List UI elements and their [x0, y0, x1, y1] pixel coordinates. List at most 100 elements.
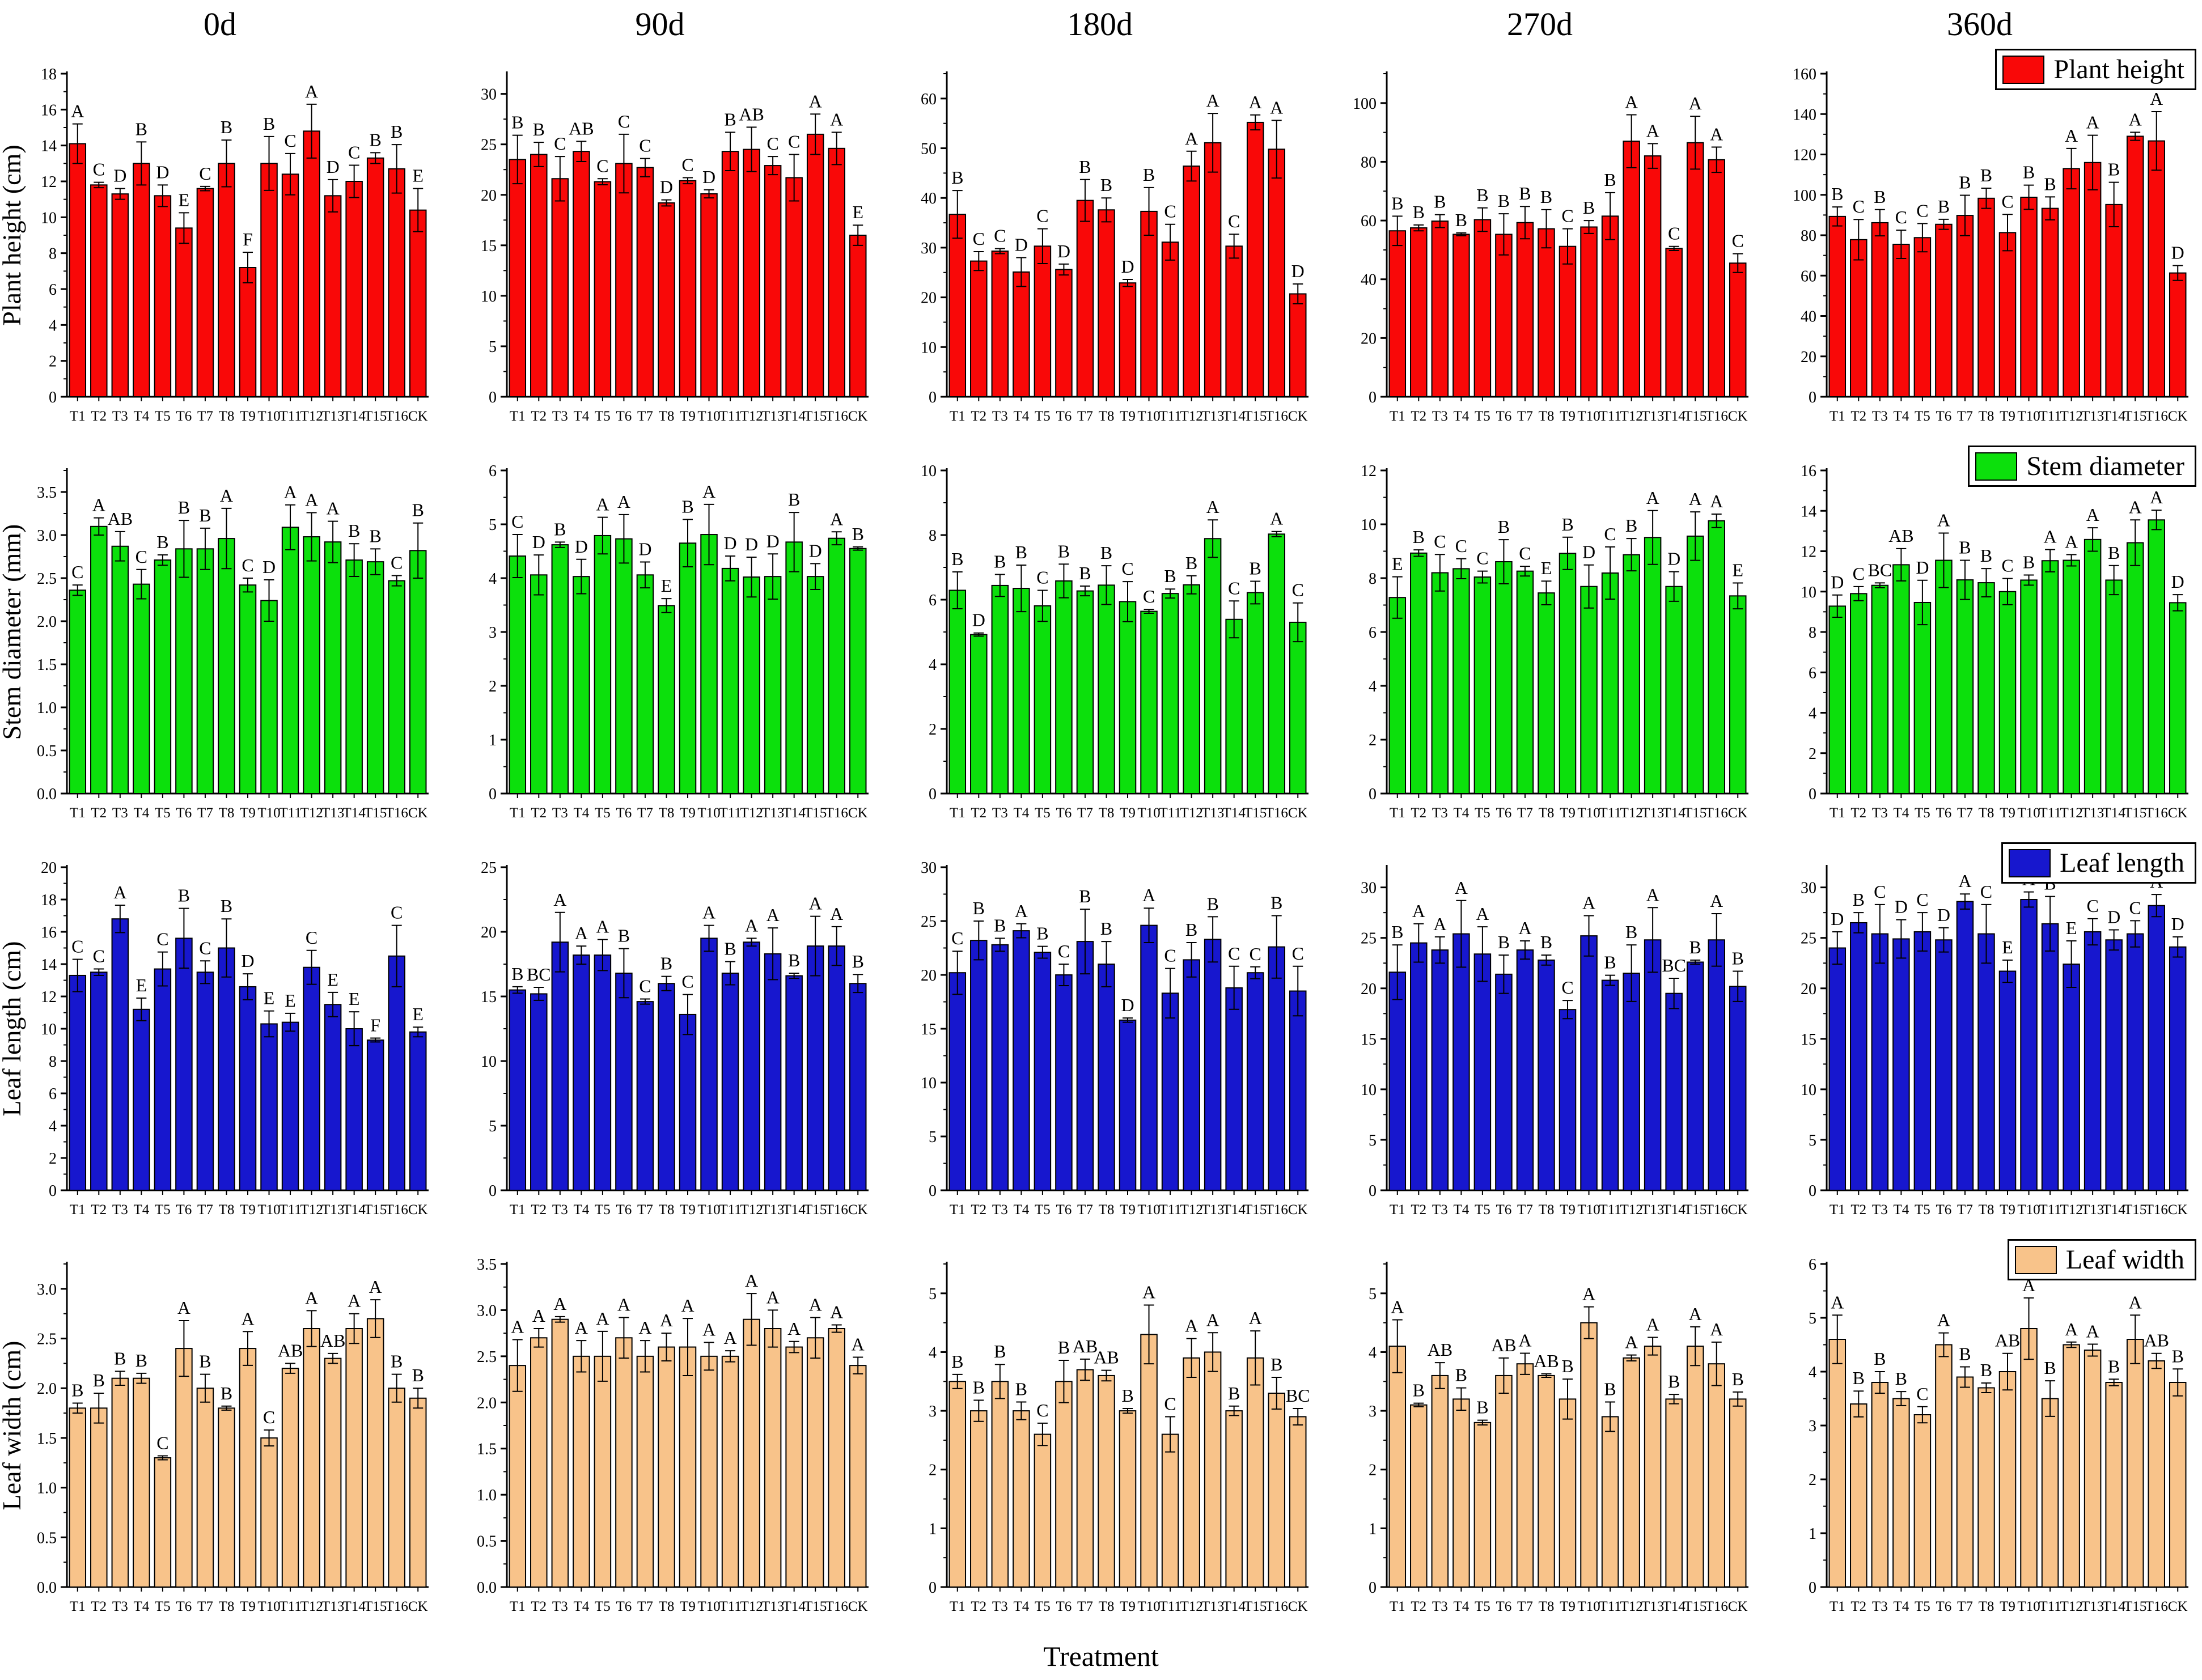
bar-chart-plant-height-180d: 0 10 20 30 40 50 60 B T1 C T2 C T3 D T4 C T5 D T6 B T7 B T8 D T9… — [921, 71, 1309, 424]
sig-letter-T14: C — [1228, 578, 1240, 598]
sig-letter-T1: A — [1391, 1296, 1404, 1317]
x-tick-label-T14: T14 — [1663, 1599, 1686, 1614]
sig-letter-T9: E — [2002, 937, 2013, 957]
x-tick-label-T14: T14 — [2103, 409, 2126, 424]
sig-letter-T14: B — [788, 950, 800, 970]
x-tick-label-T5: T5 — [1915, 1202, 1930, 1217]
bar-T11 — [2041, 1398, 2059, 1588]
svg-text:30: 30 — [481, 86, 497, 104]
bar-T10 — [2020, 899, 2038, 1191]
bar-T15 — [2126, 135, 2144, 397]
bar-T3 — [551, 178, 569, 397]
sig-letter-T7: AB — [1073, 1336, 1098, 1356]
svg-text:4: 4 — [49, 317, 57, 334]
x-tick-label-T4: T4 — [573, 805, 589, 821]
x-tick-label-T14: T14 — [783, 1599, 806, 1614]
bar-T7 — [196, 1388, 214, 1588]
x-tick-label-T5: T5 — [1035, 409, 1051, 424]
sig-letter-T4: B — [1455, 1365, 1467, 1385]
sig-letter-T7: B — [1959, 1343, 1971, 1364]
sig-letter-T12: B — [1625, 515, 1637, 536]
x-tick-label-T12: T12 — [1620, 409, 1642, 424]
x-tick-label-T13: T13 — [1641, 1202, 1664, 1217]
x-tick-label-T3: T3 — [1872, 409, 1888, 424]
bar-T16 — [388, 1388, 405, 1588]
x-tick-label-T4: T4 — [1453, 805, 1469, 821]
x-tick-label-T9: T9 — [1120, 1202, 1136, 1217]
x-tick-label-T13: T13 — [1201, 1599, 1224, 1614]
sig-letter-T1: C — [951, 928, 963, 948]
x-tick-label-T13: T13 — [2081, 805, 2104, 821]
sig-letter-T1: A — [511, 1317, 524, 1337]
bar-T14 — [1665, 586, 1683, 794]
sig-letter-T8: B — [1540, 186, 1552, 207]
sig-letter-T16: A — [1710, 124, 1723, 145]
bar-T5 — [1473, 953, 1492, 1191]
x-tick-label-T6: T6 — [1496, 805, 1512, 821]
sig-letter-T12: AB — [739, 104, 764, 124]
svg-text:1: 1 — [489, 732, 497, 749]
bar-T7 — [1956, 901, 1974, 1191]
bar-T5 — [154, 1457, 172, 1588]
sig-letter-T3: A — [553, 1293, 566, 1314]
svg-text:10: 10 — [921, 463, 937, 480]
bar-T9 — [1998, 1371, 2017, 1588]
x-tick-label-T14: T14 — [1223, 1202, 1246, 1217]
x-tick-label-T11: T11 — [279, 409, 301, 424]
sig-letter-T1: B — [951, 167, 963, 188]
x-tick-label-T2: T2 — [91, 1202, 107, 1217]
sig-letter-T13: A — [1206, 1309, 1219, 1330]
bar-CK — [1729, 986, 1747, 1191]
x-tick-label-T3: T3 — [1432, 805, 1448, 821]
x-tick-label-T9: T9 — [2000, 805, 2015, 821]
x-tick-label-T8: T8 — [659, 1202, 675, 1217]
bar-T4 — [133, 1008, 150, 1191]
x-tick-label-T8: T8 — [1539, 1599, 1555, 1614]
sig-letter-T3: A — [1433, 914, 1446, 934]
x-tick-label-T12: T12 — [2060, 409, 2082, 424]
bar-T16 — [388, 580, 405, 794]
bar-T4 — [1892, 938, 1910, 1191]
sig-letter-T5: A — [1476, 903, 1489, 924]
x-tick-label-T16: T16 — [1265, 1202, 1288, 1217]
svg-text:6: 6 — [489, 463, 497, 480]
x-tick-label-T4: T4 — [1453, 1599, 1469, 1614]
bar-T10 — [260, 1023, 278, 1191]
bar-T8 — [1098, 1374, 1115, 1588]
bar-T6 — [1935, 939, 1953, 1191]
sig-letter-T12: A — [745, 1270, 758, 1291]
x-tick-label-T4: T4 — [1013, 1599, 1029, 1614]
sig-letter-T3: B — [994, 551, 1006, 572]
x-tick-label-T15: T15 — [1684, 1202, 1706, 1217]
bar-T7 — [1516, 949, 1534, 1191]
y-axis-label: Leaf length (cm) — [0, 941, 26, 1116]
x-tick-label-T5: T5 — [1035, 1202, 1051, 1217]
bar-T10 — [2020, 197, 2038, 397]
x-tick-label-T10: T10 — [2017, 805, 2040, 821]
x-tick-label-T9: T9 — [680, 805, 696, 821]
svg-text:140: 140 — [1793, 106, 1816, 124]
bar-T13 — [324, 541, 342, 794]
bar-T3 — [991, 251, 1009, 397]
chart-leaf-width-360d: 0 1 2 3 4 5 6 A T1 B T2 B T3 B T4 C T5 A T6 B T7 B T8 AB T9 A T10 B… — [1760, 1238, 2200, 1635]
bar-T13 — [1644, 537, 1662, 794]
bar-T7 — [1516, 1363, 1534, 1588]
bar-T11 — [1161, 241, 1179, 397]
x-tick-label-T11: T11 — [1599, 1599, 1621, 1614]
x-tick-label-T12: T12 — [300, 1599, 323, 1614]
x-tick-label-T1: T1 — [1390, 1599, 1405, 1614]
sig-letter-T12: A — [305, 81, 318, 101]
sig-letter-T1: A — [71, 101, 84, 121]
sig-letter-T10: E — [264, 988, 275, 1008]
sig-letter-T10: C — [263, 1407, 275, 1427]
sig-letter-T4: B — [1455, 210, 1467, 230]
bar-T12 — [1183, 959, 1200, 1191]
sig-letter-T13: D — [327, 156, 340, 177]
svg-text:1: 1 — [929, 1520, 937, 1538]
x-tick-label-T8: T8 — [1539, 1202, 1555, 1217]
svg-text:15: 15 — [1801, 1031, 1816, 1049]
sig-letter-T13: AB — [320, 1330, 345, 1351]
sig-letter-T11: C — [1164, 945, 1176, 966]
x-tick-label-T8: T8 — [1099, 409, 1115, 424]
bar-T2 — [970, 1410, 988, 1588]
